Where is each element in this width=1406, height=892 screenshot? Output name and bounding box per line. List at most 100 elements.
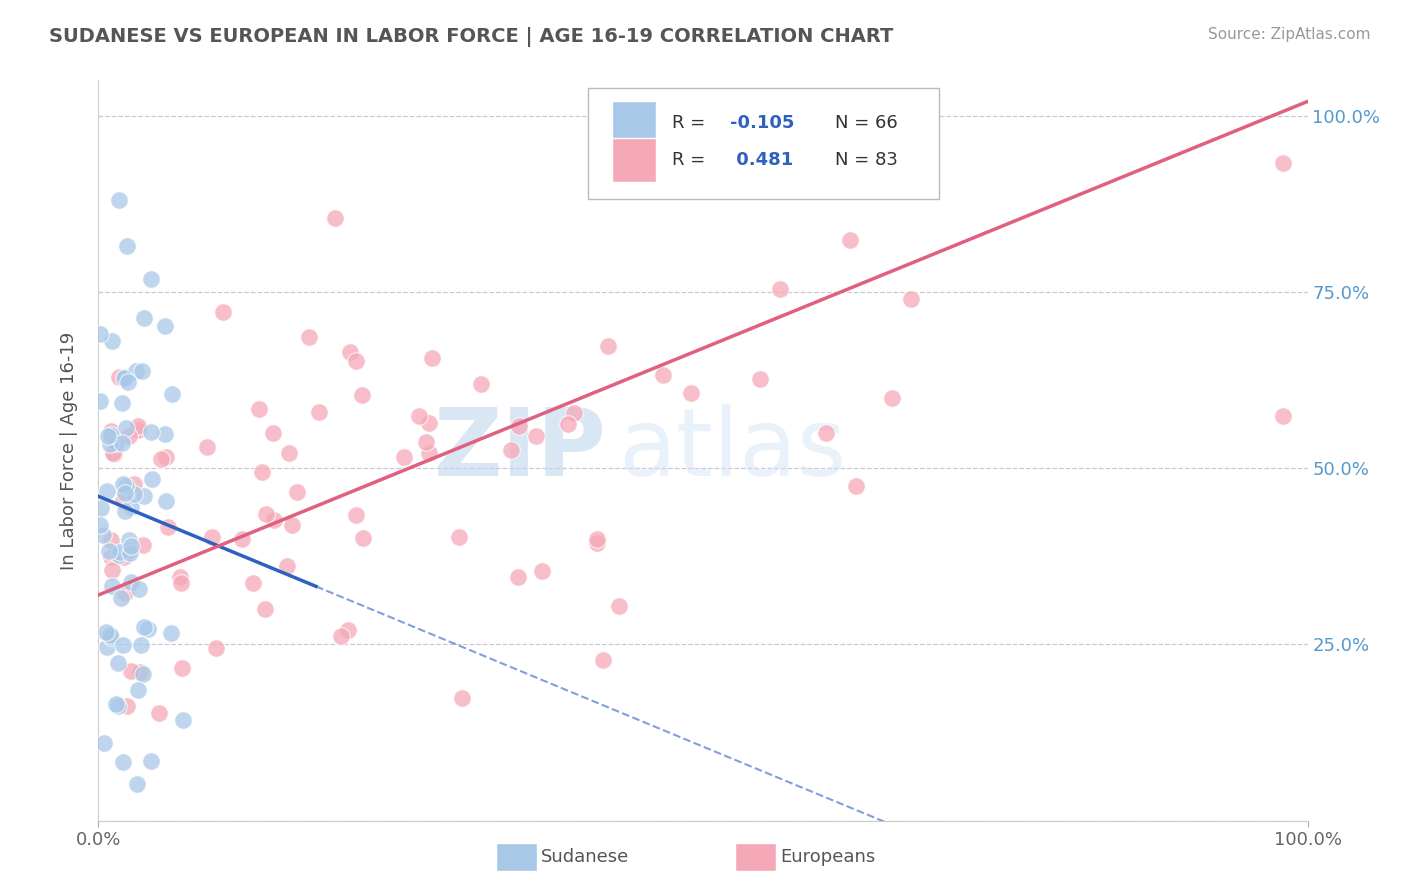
Point: [1272, 156, 1295, 170]
Point: [153, 319, 176, 334]
Point: [204, 640, 226, 655]
Point: [98, 628, 121, 642]
Point: [250, 465, 273, 479]
Point: [598, 339, 620, 353]
Point: [96, 484, 118, 499]
Point: [127, 682, 149, 697]
Point: [128, 582, 150, 596]
Point: [339, 345, 361, 359]
Point: [337, 624, 360, 638]
Point: [530, 564, 553, 578]
Point: [107, 656, 129, 670]
Point: [122, 486, 145, 500]
Point: [100, 428, 122, 442]
Y-axis label: In Labor Force | Age 16-19: In Labor Force | Age 16-19: [59, 331, 77, 570]
Point: [149, 451, 172, 466]
Point: [508, 570, 530, 584]
Point: [141, 425, 163, 439]
Point: [308, 405, 330, 419]
Point: [254, 507, 277, 521]
Point: [120, 500, 142, 514]
Point: [132, 310, 155, 325]
Point: [170, 661, 193, 675]
Point: [139, 754, 162, 768]
Text: atlas: atlas: [619, 404, 846, 497]
Point: [160, 386, 183, 401]
Point: [100, 630, 122, 644]
Point: [501, 442, 523, 457]
Point: [392, 450, 415, 465]
Point: [114, 504, 136, 518]
Point: [111, 396, 134, 410]
Point: [115, 479, 138, 493]
Point: [118, 429, 141, 443]
Point: [93, 736, 115, 750]
Point: [285, 484, 308, 499]
Point: [94, 624, 117, 639]
Point: [101, 446, 124, 460]
Point: [103, 447, 125, 461]
Text: -0.105: -0.105: [730, 114, 794, 132]
Point: [98, 437, 121, 451]
Point: [89, 518, 111, 533]
Text: 0.481: 0.481: [730, 152, 793, 169]
Point: [114, 486, 136, 500]
Point: [111, 755, 134, 769]
Point: [125, 777, 148, 791]
Point: [108, 369, 131, 384]
Point: [408, 409, 430, 424]
Point: [276, 558, 298, 573]
Point: [108, 193, 131, 207]
Point: [131, 364, 153, 378]
Point: [112, 493, 135, 508]
Point: [114, 586, 136, 600]
Point: [118, 546, 141, 560]
FancyBboxPatch shape: [613, 102, 655, 145]
Point: [117, 376, 139, 390]
Point: [100, 563, 122, 577]
Point: [115, 239, 138, 253]
Point: [100, 579, 122, 593]
Point: [100, 550, 122, 565]
Point: [201, 530, 224, 544]
Point: [195, 440, 218, 454]
Text: SUDANESE VS EUROPEAN IN LABOR FORCE | AGE 16-19 CORRELATION CHART: SUDANESE VS EUROPEAN IN LABOR FORCE | AG…: [49, 27, 894, 46]
Point: [111, 436, 134, 450]
Point: [247, 402, 270, 417]
Point: [117, 699, 139, 714]
Point: [107, 698, 129, 713]
Point: [125, 364, 148, 378]
Point: [323, 211, 346, 225]
Point: [111, 639, 134, 653]
Point: [96, 640, 118, 654]
Point: [352, 531, 374, 545]
Point: [132, 489, 155, 503]
Point: [155, 494, 177, 508]
Point: [129, 665, 152, 680]
Text: N = 66: N = 66: [835, 114, 897, 132]
Point: [132, 667, 155, 681]
Point: [157, 520, 180, 534]
Point: [254, 601, 277, 615]
Point: [111, 476, 134, 491]
Point: [112, 550, 135, 565]
Point: [420, 351, 443, 365]
Point: [329, 629, 352, 643]
Point: [900, 292, 922, 306]
Point: [557, 417, 579, 431]
Point: [681, 385, 703, 400]
Point: [447, 530, 470, 544]
Point: [172, 714, 194, 728]
Point: [170, 576, 193, 591]
Point: [110, 591, 132, 605]
Text: Europeans: Europeans: [780, 848, 876, 866]
Point: [586, 536, 609, 550]
Point: [114, 369, 136, 384]
Text: N = 83: N = 83: [835, 152, 897, 169]
Point: [100, 533, 122, 548]
Point: [263, 513, 285, 527]
FancyBboxPatch shape: [588, 87, 939, 199]
Point: [814, 425, 837, 440]
Point: [592, 653, 614, 667]
Point: [344, 353, 367, 368]
